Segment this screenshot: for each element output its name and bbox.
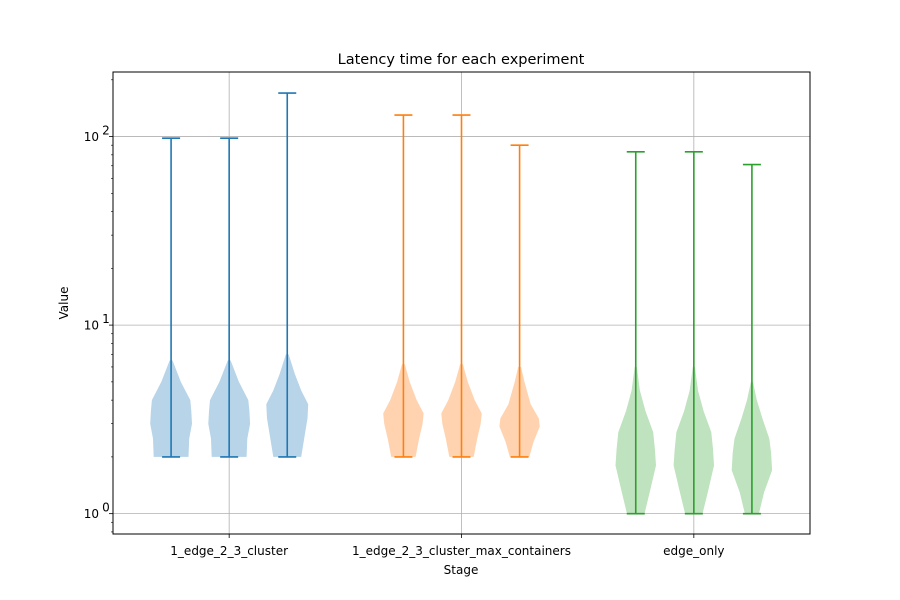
y-tick-label: 10 xyxy=(84,319,99,333)
x-tick-label: edge_only xyxy=(663,544,724,558)
y-axis-title: Value xyxy=(57,287,71,320)
y-tick-exponent: 1 xyxy=(102,312,110,326)
x-tick-label: 1_edge_2_3_cluster xyxy=(170,544,288,558)
chart-title: Latency time for each experiment xyxy=(338,52,585,68)
x-tick-label: 1_edge_2_3_cluster_max_containers xyxy=(352,544,571,558)
y-tick-label: 10 xyxy=(84,507,99,521)
y-tick-exponent: 0 xyxy=(102,501,110,515)
x-axis-title: Stage xyxy=(444,563,479,577)
y-tick-exponent: 2 xyxy=(102,124,110,138)
violins xyxy=(150,92,773,515)
y-tick-label: 10 xyxy=(84,130,99,144)
